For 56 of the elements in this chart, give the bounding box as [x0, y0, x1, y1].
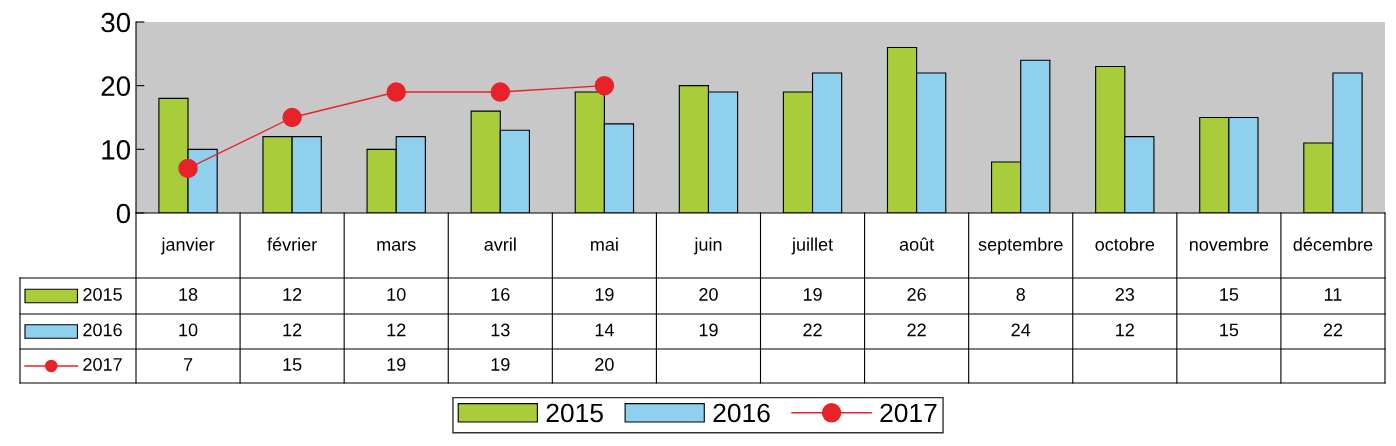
point: [594, 75, 615, 96]
y-tick-label: 0: [116, 203, 131, 224]
legend-label: 2015: [83, 288, 122, 301]
data-label: 19: [491, 358, 510, 371]
data-label: 16: [491, 288, 510, 301]
data-label: 18: [179, 288, 198, 301]
x-tick-label: avril: [484, 237, 516, 251]
point: [490, 82, 511, 102]
data-label: 8: [1016, 288, 1025, 301]
data-label: 11: [1324, 288, 1342, 301]
y-tick-label: 30: [101, 12, 131, 33]
data-label: 19: [803, 288, 822, 301]
data-label: 12: [387, 323, 406, 337]
data-label: 10: [387, 288, 406, 301]
data-label: 20: [595, 358, 614, 371]
y-tick-label: 10: [102, 140, 131, 160]
text: 2016: [713, 403, 770, 423]
data-label: 15: [283, 358, 302, 371]
x-tick-label: août: [899, 237, 935, 251]
data-label: 15: [1220, 323, 1239, 337]
x-tick-label: mars: [377, 240, 416, 251]
data-label: 20: [699, 288, 718, 301]
data-label: 26: [907, 288, 926, 301]
legend-label: 2016: [83, 323, 122, 337]
data-label: 23: [1115, 288, 1135, 301]
legend-label: 2017: [83, 358, 122, 371]
data-label: 12: [283, 288, 302, 301]
data-label: 22: [907, 323, 926, 337]
x-tick-label: juin: [693, 237, 722, 255]
y-tick-label: 20: [101, 76, 131, 97]
x-tick-label: décembre: [1293, 237, 1373, 251]
data-label: 7: [183, 358, 193, 371]
x-tick-label: octobre: [1095, 237, 1155, 251]
text: 2015: [546, 403, 603, 423]
data-label: 12: [283, 323, 302, 337]
point: [282, 107, 302, 128]
data-label: 22: [803, 323, 822, 337]
data-label: 15: [1220, 288, 1239, 301]
point: [178, 158, 198, 179]
data-label: 14: [595, 323, 614, 337]
x-tick-label: novembre: [1189, 237, 1269, 251]
data-label: 19: [699, 323, 718, 337]
x-tick-label: février: [267, 237, 317, 251]
data-label: 10: [179, 323, 198, 337]
x-tick-label: juillet: [791, 237, 833, 255]
data-label: 13: [491, 323, 510, 337]
text: 2017: [880, 403, 937, 423]
data-label: 22: [1323, 323, 1343, 337]
x-tick-label: septembre: [978, 237, 1063, 255]
x-tick-label: mai: [591, 237, 618, 251]
data-label: 19: [595, 288, 614, 301]
data-label: 12: [1116, 323, 1134, 337]
x-tick-label: janvier: [161, 237, 215, 255]
data-label: 19: [387, 358, 406, 371]
data-label: 24: [1011, 323, 1031, 337]
point: [386, 82, 406, 102]
